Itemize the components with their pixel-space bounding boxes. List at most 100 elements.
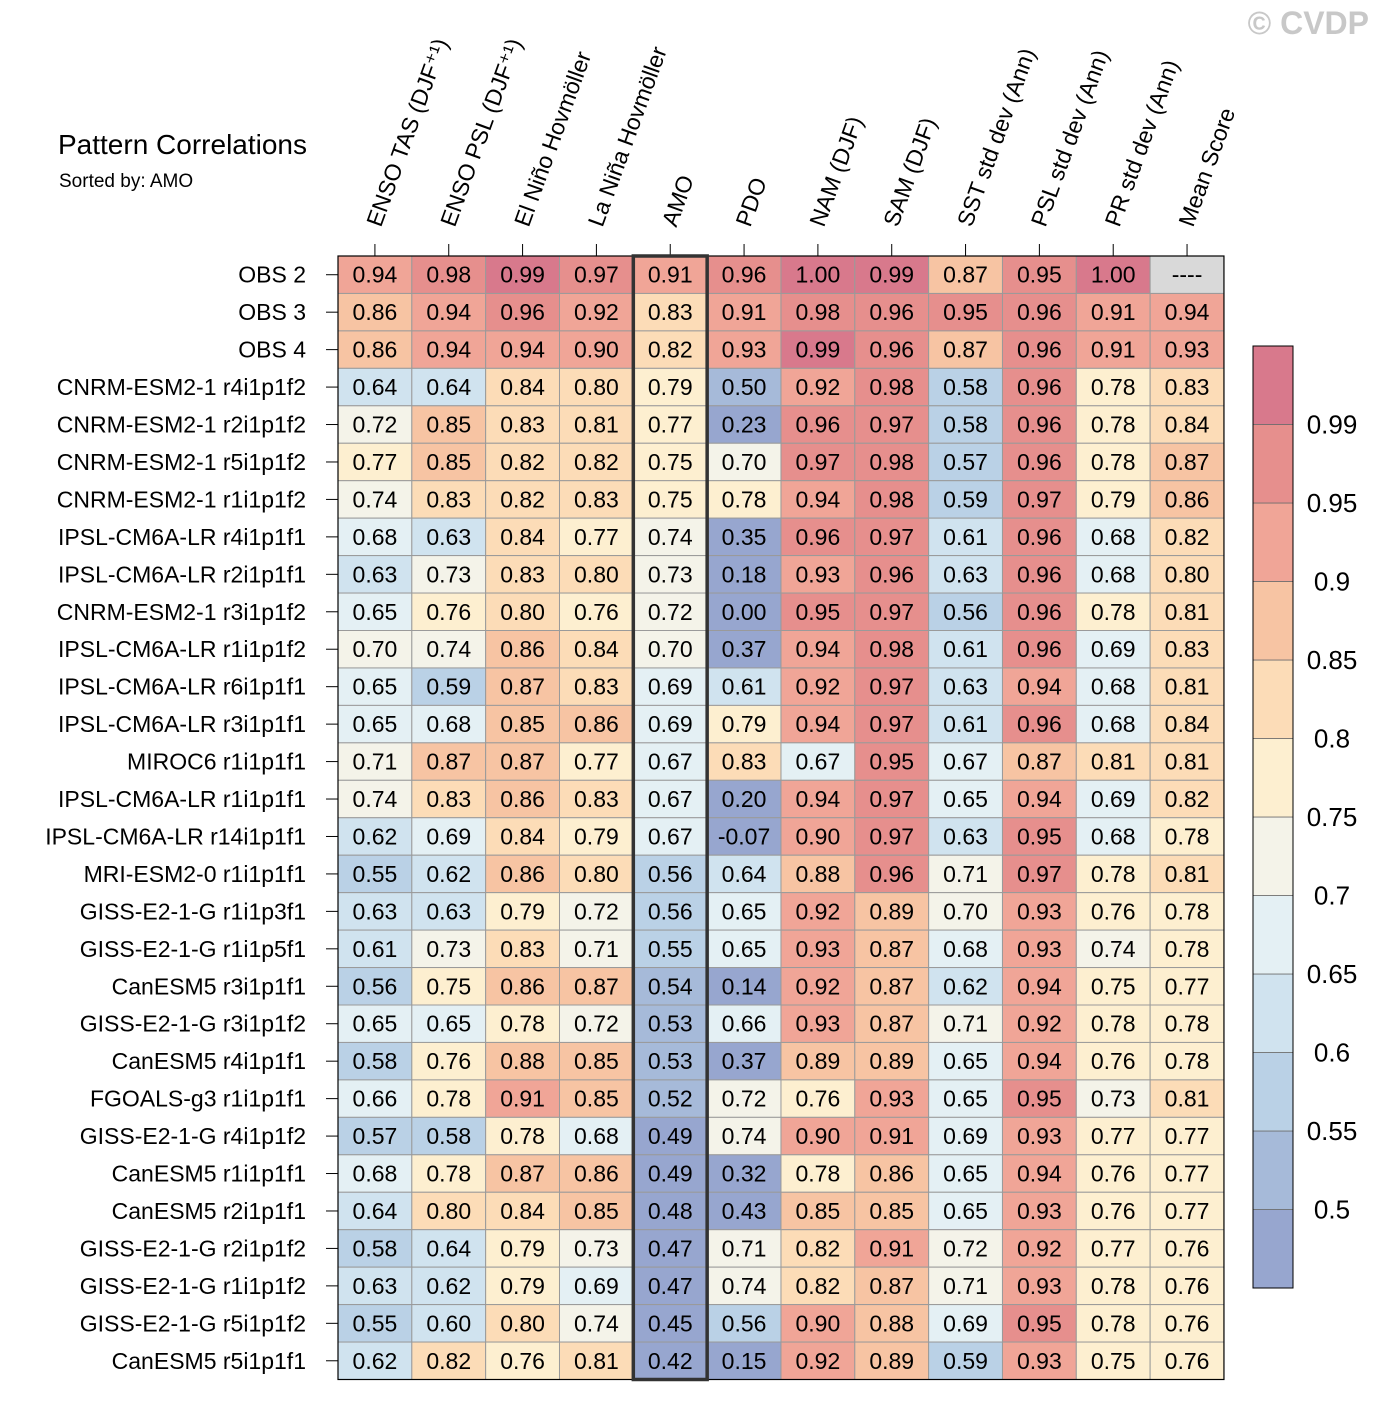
cell-value: 0.65 xyxy=(943,1048,988,1074)
heatmap-cell xyxy=(632,292,708,332)
cell-value: 0.93 xyxy=(722,337,767,363)
cell-value: 0.95 xyxy=(943,299,988,325)
row-label: IPSL-CM6A-LR r1i1p1f2 xyxy=(58,636,306,662)
cell-value: 0.76 xyxy=(1165,1273,1210,1299)
heatmap-cell xyxy=(411,1266,487,1306)
cell-value: 0.81 xyxy=(1165,861,1210,887)
cell-value: 0.81 xyxy=(1165,1086,1210,1112)
heatmap-cell xyxy=(1001,667,1077,706)
heatmap-cell xyxy=(1075,592,1151,631)
colorbar-label: 0.85 xyxy=(1307,645,1358,675)
heatmap-cell xyxy=(485,405,560,444)
cell-value: 0.84 xyxy=(500,374,545,400)
heatmap-cell xyxy=(1001,929,1077,969)
cell-value: 0.97 xyxy=(1017,486,1062,512)
highlighted-column xyxy=(631,254,709,1382)
cell-value: 0.95 xyxy=(1017,823,1062,849)
column-label: PR std dev (Ann) xyxy=(1099,56,1183,229)
cell-value: 0.82 xyxy=(648,337,693,363)
heatmap-cell xyxy=(854,704,930,744)
chart-title: Pattern Correlations xyxy=(58,129,307,160)
heatmap-cell xyxy=(1149,442,1225,482)
cell-value: 0.94 xyxy=(796,711,841,737)
cell-value: 0.80 xyxy=(574,561,619,587)
heatmap-cell xyxy=(854,967,930,1006)
heatmap-cell xyxy=(1149,1079,1225,1118)
colorbar-label: 0.6 xyxy=(1314,1038,1350,1068)
heatmap-cell xyxy=(780,854,856,894)
cell-value: 0.82 xyxy=(796,1273,841,1299)
heatmap-cell xyxy=(1075,1229,1151,1268)
cell-value: 0.75 xyxy=(648,486,693,512)
heatmap-cell xyxy=(1149,330,1225,369)
heatmap-cell xyxy=(632,1041,708,1081)
cell-value: 0.96 xyxy=(1017,299,1062,325)
cell-value: 0.61 xyxy=(943,636,988,662)
cell-value: 0.58 xyxy=(426,1123,471,1149)
heatmap-cell xyxy=(854,854,930,894)
colorbar-segment xyxy=(1252,973,1294,1053)
heatmap-cell xyxy=(411,854,487,894)
cell-value: 0.92 xyxy=(574,299,619,325)
cell-value: 0.75 xyxy=(426,973,471,999)
heatmap-cell xyxy=(1075,854,1151,894)
column-label: ENSO TAS (DJF⁺¹) xyxy=(361,35,453,230)
row-label: OBS 4 xyxy=(238,337,306,363)
cell-value: 0.86 xyxy=(353,337,398,363)
heatmap-cell xyxy=(558,255,634,294)
heatmap-cell xyxy=(1149,1004,1225,1043)
cell-value: 0.99 xyxy=(869,262,914,288)
cell-value: 0.92 xyxy=(796,898,841,924)
heatmap-cell xyxy=(558,929,634,969)
cell-value: 0.80 xyxy=(574,374,619,400)
heatmap-cell xyxy=(928,367,1003,407)
cell-value: 0.93 xyxy=(1017,1198,1062,1224)
heatmap-cell xyxy=(1001,1154,1077,1193)
cell-value: 0.96 xyxy=(796,524,841,550)
heatmap-cell xyxy=(1075,367,1151,407)
heatmap-cell xyxy=(411,1079,487,1118)
cell-value: 0.72 xyxy=(574,898,619,924)
cell-value: 0.82 xyxy=(796,1235,841,1261)
heatmap-cell xyxy=(706,1191,782,1231)
heatmap-cell xyxy=(1075,442,1151,482)
cell-value: 0.97 xyxy=(574,262,619,288)
heatmap-cell xyxy=(485,1341,560,1381)
cell-value: 0.63 xyxy=(353,898,398,924)
cell-value: 0.96 xyxy=(1017,711,1062,737)
heatmap-cell xyxy=(780,1229,856,1268)
cell-value: 0.98 xyxy=(796,299,841,325)
heatmap-cell xyxy=(780,667,856,706)
heatmap-cell xyxy=(485,442,560,482)
cell-value: 0.81 xyxy=(1091,749,1136,775)
cell-value: 0.86 xyxy=(353,299,398,325)
cell-value: 0.67 xyxy=(648,786,693,812)
cell-value: 0.81 xyxy=(1165,599,1210,625)
heatmap-cell xyxy=(780,442,856,482)
row-label: GISS-E2-1-G r1i1p5f1 xyxy=(80,936,306,962)
heatmap-cell xyxy=(1001,1304,1077,1343)
cell-value: 0.15 xyxy=(722,1348,767,1374)
cell-value: 0.23 xyxy=(722,412,767,438)
cell-value: 0.53 xyxy=(648,1011,693,1037)
cell-value: 0.83 xyxy=(500,412,545,438)
cell-value: 0.94 xyxy=(426,337,471,363)
cell-value: 0.84 xyxy=(574,636,619,662)
heatmap-cell xyxy=(928,480,1003,519)
cell-value: 0.64 xyxy=(722,861,767,887)
cell-value: 0.74 xyxy=(1091,936,1136,962)
column-label: El Niño Hovmöller xyxy=(509,48,596,230)
cell-value: 0.83 xyxy=(574,786,619,812)
cell-value: 0.81 xyxy=(1165,749,1210,775)
chart-subtitle: Sorted by: AMO xyxy=(59,171,193,192)
heatmap-cell xyxy=(928,1004,1003,1043)
colorbar-border xyxy=(1252,345,1294,1289)
heatmap-cell xyxy=(485,742,560,781)
cell-value: 0.74 xyxy=(426,636,471,662)
heatmap-cell xyxy=(854,1154,930,1193)
heatmap-cell xyxy=(1149,892,1225,931)
cell-value: 0.94 xyxy=(796,786,841,812)
cell-value: 0.56 xyxy=(943,599,988,625)
cell-value: 0.89 xyxy=(869,1048,914,1074)
heatmap-cell xyxy=(1001,742,1077,781)
